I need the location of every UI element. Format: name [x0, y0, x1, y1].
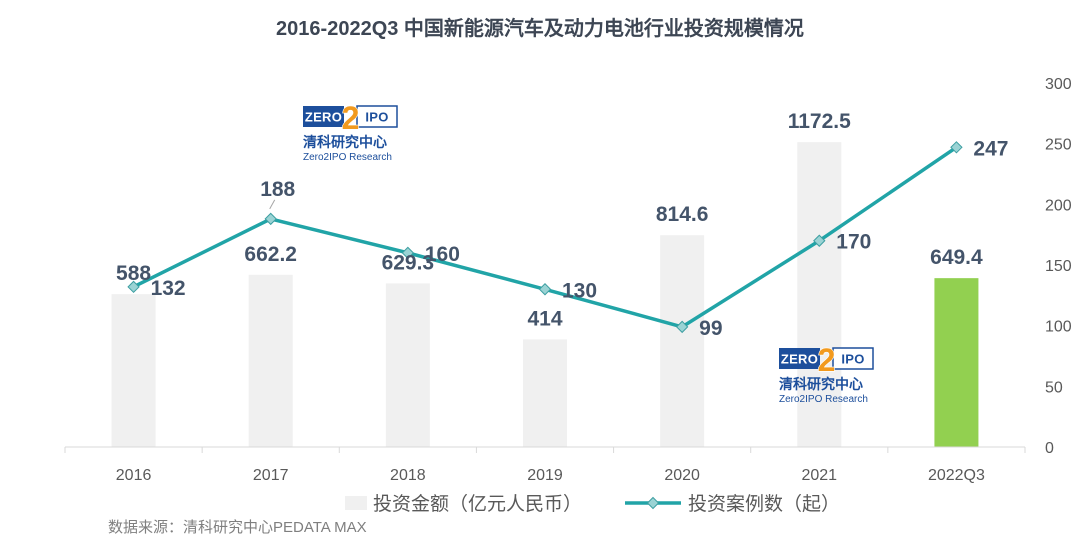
line-value-label: 160 — [425, 243, 460, 266]
logo-en-name: Zero2IPO Research — [779, 394, 868, 405]
bar-2019 — [523, 339, 567, 447]
y2-tick-label: 50 — [1045, 379, 1063, 396]
y2-tick-label: 300 — [1045, 76, 1072, 93]
line-series-investment-cases — [127, 141, 963, 334]
chart-title: 2016-2022Q3 中国新能源汽车及动力电池行业投资规模情况 — [276, 16, 804, 40]
y2-tick-label: 250 — [1045, 137, 1072, 154]
bar-2022q3 — [934, 278, 979, 447]
logo-digit-group: 2 — [341, 99, 360, 136]
x-tick-label: 2021 — [801, 467, 837, 484]
logo-name-group: 清科研究中心 Zero2IPO Research — [779, 376, 868, 405]
legend-item-investment-cases: 投资案例数（起） — [625, 493, 840, 515]
line-value-label: 99 — [699, 317, 722, 340]
logo-ipo-box — [832, 347, 874, 370]
logo-cn-name: 清科研究中心 — [779, 376, 863, 392]
bar-2018 — [385, 283, 430, 447]
logo-cn-name: 清科研究中心 — [303, 134, 387, 150]
y2-tick-label: 200 — [1045, 197, 1072, 214]
line-value-label: 188 — [260, 178, 295, 201]
line-marker-2016 — [127, 280, 140, 294]
logo-name-group: 清科研究中心 Zero2IPO Research — [303, 134, 392, 163]
bar-value-label: 1172.5 — [788, 110, 851, 133]
logo-en-name: Zero2IPO Research — [303, 152, 392, 163]
line-value-label: 170 — [836, 231, 871, 254]
y2-tick-label: 0 — [1045, 440, 1054, 457]
bar-value-label: 588 — [116, 262, 151, 285]
x-tick-label: 2016 — [116, 467, 152, 484]
logo-digit-text: 2 — [818, 342, 836, 378]
data-labels: 588 662.2 629.3 414 814.6 1172.5 649.4 132 188 16… — [116, 110, 1008, 340]
logo-zero-text: ZERO — [305, 110, 342, 125]
bar-value-label: 629.3 — [382, 251, 435, 274]
x-tick-label: 2017 — [253, 467, 289, 484]
zero2ipo-logo: ZERO IPO 2 清科研究中心 Zero2IPO Research — [779, 341, 874, 405]
bar-2017 — [248, 274, 293, 447]
line-marker-2017 — [264, 212, 277, 226]
legend-diamond-marker — [646, 496, 660, 510]
bar-2016 — [111, 294, 156, 447]
line-value-label: 132 — [151, 277, 186, 300]
logo-digit-group: 2 — [817, 341, 836, 378]
x-tick-label: 2019 — [527, 467, 563, 484]
logo-zero-box — [779, 348, 820, 369]
x-tick-label: 2022Q3 — [928, 467, 985, 484]
bar-value-label: 814.6 — [656, 203, 709, 226]
label-leader-line — [269, 199, 276, 210]
logo-zero-box — [303, 106, 344, 127]
x-axis: 2016 2017 2018 2019 2020 2021 2022Q3 — [64, 447, 1026, 484]
y2-tick-label: 150 — [1045, 258, 1072, 275]
legend-label: 投资案例数（起） — [688, 493, 840, 515]
line-marker-2018 — [401, 246, 415, 260]
zero2ipo-logo: ZERO IPO 2 清科研究中心 Zero2IPO Research — [303, 99, 398, 163]
line-marker-2021 — [813, 234, 826, 247]
logo-ipo-text: IPO — [841, 352, 864, 367]
line-value-label: 247 — [973, 137, 1008, 160]
logo-ipo-group: IPO — [841, 352, 864, 367]
bar-value-label: 414 — [527, 307, 562, 330]
y2-tick-label: 100 — [1045, 319, 1072, 336]
bar-series-investment-amount — [111, 142, 979, 447]
logo-ipo-group: IPO — [365, 110, 388, 125]
legend-bar-swatch — [345, 496, 367, 510]
logo-digit-text: 2 — [342, 100, 360, 136]
legend-item-investment-amount: 投资金额（亿元人民币） — [345, 493, 582, 515]
bar-2020 — [660, 235, 705, 447]
logo-ipo-box — [356, 105, 398, 128]
bar-value-label: 662.2 — [244, 243, 297, 266]
line-marker-2022q3 — [950, 141, 963, 154]
logo-zero-text: ZERO — [781, 352, 818, 367]
bar-2021 — [797, 142, 842, 447]
legend: 投资金额（亿元人民币） 投资案例数（起） — [345, 493, 840, 515]
line-marker-2020 — [675, 320, 689, 334]
x-tick-label: 2020 — [664, 467, 700, 484]
x-tick-label: 2018 — [390, 467, 426, 484]
source-note: 数据来源：清科研究中心PEDATA MAX — [108, 519, 367, 536]
bar-value-label: 649.4 — [930, 246, 983, 269]
line-value-label: 130 — [562, 279, 597, 302]
line-marker-2019 — [538, 283, 552, 296]
logo-ipo-text: IPO — [365, 110, 388, 125]
secondary-y-axis: 0 50 100 150 200 250 300 — [1045, 76, 1072, 457]
legend-label: 投资金额（亿元人民币） — [373, 493, 582, 515]
